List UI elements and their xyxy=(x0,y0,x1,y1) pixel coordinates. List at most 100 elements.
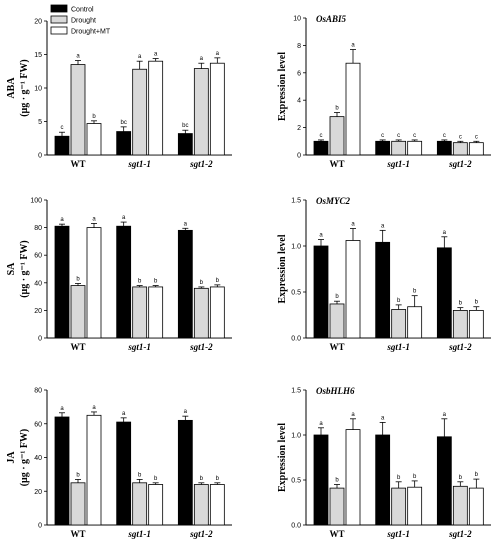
bar xyxy=(70,482,86,526)
x-tick-label: sgt1-1 xyxy=(127,342,151,352)
bar xyxy=(86,227,102,339)
chart-panel: 0 5 10 15 20 ABA (μg · g⁻¹ FW) c a b WT bc a a sgt1-1 b… xyxy=(6,19,232,169)
bar xyxy=(209,484,225,526)
y-axis-unit: (μg · g⁻¹ FW) xyxy=(19,429,30,487)
significance-letter: b xyxy=(413,289,417,295)
bar xyxy=(329,303,345,339)
significance-letter: b xyxy=(475,300,479,306)
bar xyxy=(313,434,329,526)
x-tick-label: WT xyxy=(329,159,344,169)
bar xyxy=(54,416,70,526)
y-tick-label: 40 xyxy=(34,455,42,462)
bar xyxy=(375,241,391,339)
significance-letter: b xyxy=(335,106,339,112)
y-tick-label: 1.0 xyxy=(291,244,301,251)
significance-letter: a xyxy=(184,221,188,227)
y-tick-label: 1.0 xyxy=(291,433,301,440)
bar xyxy=(116,421,132,526)
y-tick-label: 1.5 xyxy=(291,388,301,395)
significance-letter: a xyxy=(381,223,385,229)
y-tick-label: 4 xyxy=(297,98,301,105)
bar xyxy=(375,140,391,156)
significance-letter: a xyxy=(92,405,96,411)
bar xyxy=(345,240,361,339)
bar xyxy=(452,309,468,339)
bar xyxy=(86,414,102,526)
x-tick-label: sgt1-1 xyxy=(386,342,410,352)
bar xyxy=(132,286,148,339)
y-tick-label: 8 xyxy=(297,43,301,50)
bar xyxy=(148,286,164,339)
significance-letter: b xyxy=(76,472,80,478)
significance-letter: c xyxy=(475,134,478,140)
chart-panel: 0 20 40 60 80 100 SA (μg · g⁻¹ FW) a b a WT a b b sgt1-… xyxy=(6,198,232,352)
y-tick-label: 0.0 xyxy=(291,523,301,530)
bar xyxy=(193,484,209,526)
significance-letter: a xyxy=(60,406,64,412)
significance-letter: a xyxy=(184,409,188,415)
bar xyxy=(375,434,391,526)
y-tick-label: 1.5 xyxy=(291,198,301,205)
panel-title: OsABI5 xyxy=(316,14,347,24)
legend-entry: Drought xyxy=(50,15,96,25)
y-axis-label: Expression level xyxy=(277,234,288,303)
y-tick-label: 80 xyxy=(34,388,42,395)
legend-swatch xyxy=(50,15,68,24)
significance-letter: b xyxy=(413,474,417,480)
bar xyxy=(193,68,209,156)
significance-letter: b xyxy=(335,478,339,484)
bar xyxy=(391,487,407,526)
significance-letter: c xyxy=(320,133,323,139)
significance-letter: b xyxy=(76,276,80,282)
legend-swatch xyxy=(50,4,68,13)
bar xyxy=(391,140,407,156)
significance-letter: b xyxy=(154,476,158,482)
x-tick-label: WT xyxy=(70,529,85,539)
significance-letter: a xyxy=(76,54,80,60)
y-tick-label: 0 xyxy=(38,336,42,343)
y-tick-label: 6 xyxy=(297,70,301,77)
legend: Control Drought Drought+MT xyxy=(50,4,111,36)
significance-letter: b xyxy=(459,475,463,481)
significance-letter: a xyxy=(154,52,158,58)
bar xyxy=(329,487,345,526)
x-tick-label: sgt1-2 xyxy=(189,342,213,352)
y-tick-label: 10 xyxy=(293,16,301,23)
bar xyxy=(436,140,452,156)
y-axis-unit: (μg · g⁻¹ FW) xyxy=(19,240,30,298)
bar xyxy=(468,309,484,339)
x-tick-label: WT xyxy=(329,342,344,352)
significance-letter: bc xyxy=(120,120,126,126)
significance-letter: b xyxy=(397,298,401,304)
y-tick-label: 15 xyxy=(34,52,42,59)
x-tick-label: sgt1-2 xyxy=(189,529,213,539)
y-tick-label: 60 xyxy=(34,253,42,260)
y-axis-label: Expression level xyxy=(277,423,288,492)
significance-letter: b xyxy=(216,278,220,284)
significance-letter: b xyxy=(216,476,220,482)
bar xyxy=(436,436,452,526)
y-tick-label: 20 xyxy=(34,308,42,315)
y-tick-label: 40 xyxy=(34,280,42,287)
significance-letter: c xyxy=(459,134,462,140)
bar xyxy=(345,429,361,526)
significance-letter: a xyxy=(319,233,323,239)
panel-title: OsMYC2 xyxy=(316,196,351,206)
significance-letter: a xyxy=(216,51,220,57)
significance-letter: c xyxy=(397,133,400,139)
bar xyxy=(329,116,345,156)
legend-label: Control xyxy=(71,7,94,14)
bar xyxy=(193,287,209,339)
bar xyxy=(132,68,148,156)
significance-letter: b xyxy=(200,476,204,482)
x-tick-label: sgt1-1 xyxy=(127,529,151,539)
chart-panel: 0.0 0.5 1.0 1.5 Expression level OsMYC2 a b a WT a… xyxy=(277,196,491,352)
bar xyxy=(407,140,423,156)
significance-letter: c xyxy=(443,133,446,139)
y-axis-label: ABA xyxy=(6,77,17,99)
significance-letter: c xyxy=(61,125,64,131)
y-tick-label: 100 xyxy=(30,198,42,205)
x-tick-label: WT xyxy=(329,529,344,539)
significance-letter: a xyxy=(319,421,323,427)
